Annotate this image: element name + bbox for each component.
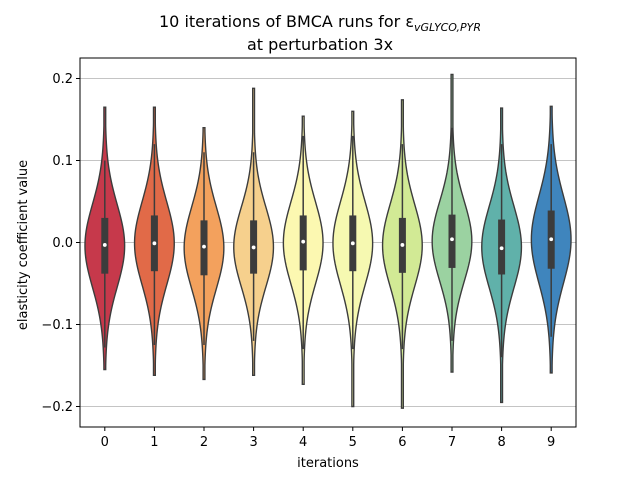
y-tick-label: −0.1 (41, 318, 73, 333)
violin-median-dot (301, 239, 306, 244)
x-axis-label: iterations (297, 456, 359, 471)
y-tick-label: −0.2 (41, 400, 73, 415)
violin-median-dot (450, 237, 454, 242)
x-tick-label: 2 (200, 435, 208, 450)
chart-title-line2: at perturbation 3x (247, 35, 393, 54)
x-tick-label: 1 (150, 435, 158, 450)
x-tick-label: 0 (101, 435, 109, 450)
x-tick-label: 8 (497, 435, 505, 450)
violin-layer (84, 73, 572, 409)
x-tick-label: 6 (398, 435, 406, 450)
y-tick-label: 0.2 (52, 72, 73, 87)
x-tick-label: 3 (249, 435, 257, 450)
y-tick-label: 0.1 (52, 154, 73, 169)
violin-median-dot (251, 245, 256, 250)
x-tick-label: 7 (448, 435, 456, 450)
violin-median-dot (499, 246, 504, 251)
violin-iqr-box (448, 214, 456, 268)
x-tick-label: 5 (349, 435, 357, 450)
violin-median-dot (350, 241, 355, 246)
x-axis-ticks: 0 1 2 3 4 5 6 7 8 9 (101, 427, 555, 450)
violin-median-dot (152, 241, 157, 246)
y-axis-label: elasticity coefficient value (16, 160, 31, 330)
y-tick-label: 0.0 (52, 236, 73, 251)
chart-title-line1: 10 iterations of BMCA runs for εvGLYCO,P… (159, 12, 481, 34)
x-tick-label: 9 (547, 435, 555, 450)
y-axis-ticks: −0.2 −0.1 0.0 0.1 0.2 (41, 72, 80, 415)
x-tick-label: 4 (299, 435, 307, 450)
violin-median-dot (400, 243, 405, 247)
violin-median-dot (202, 244, 206, 249)
violin-median-dot (549, 237, 554, 242)
violin-median-dot (102, 243, 107, 247)
